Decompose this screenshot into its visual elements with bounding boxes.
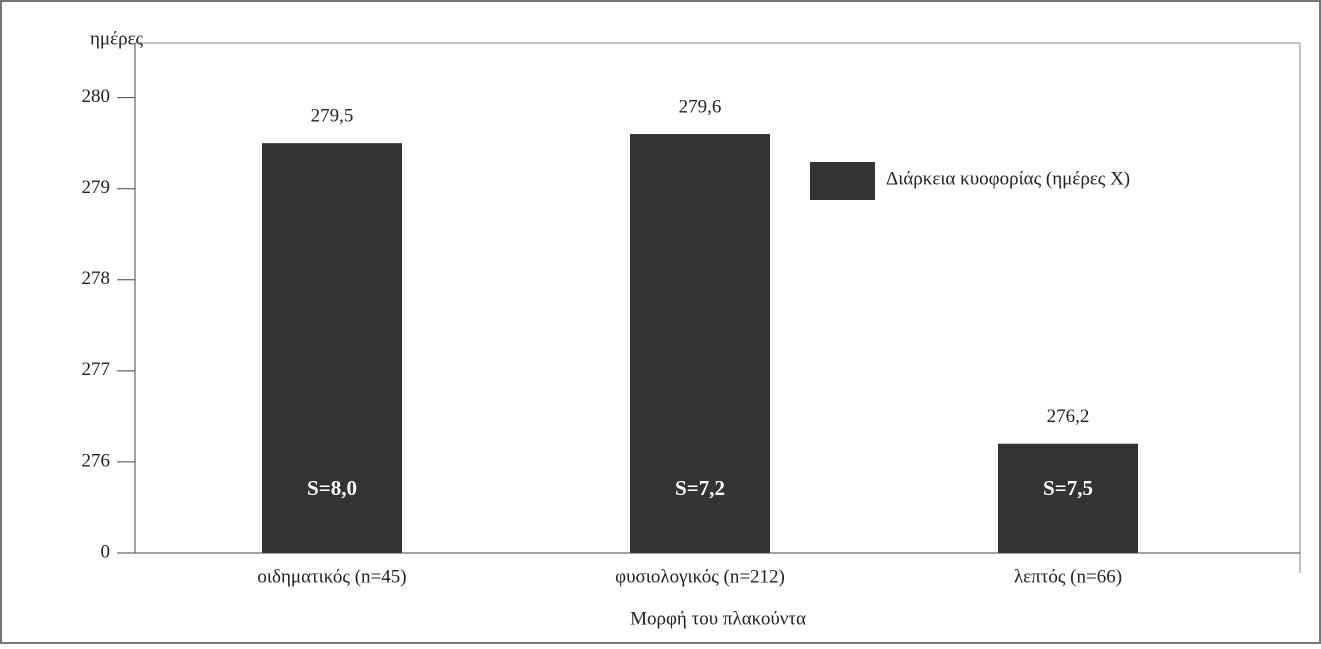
annotation: S=7,5 <box>1043 476 1093 500</box>
bar <box>262 143 402 553</box>
bar <box>630 134 770 554</box>
x-tick-label: οιδηματικός (n=45) <box>257 566 406 587</box>
x-tick-label: λεπτός (n=66) <box>1014 566 1122 587</box>
y-tick-label: 0 <box>101 541 111 562</box>
value-label: 279,6 <box>679 96 722 117</box>
x-tick-label: φυσιολογικός (n=212) <box>615 566 785 587</box>
value-label: 279,5 <box>311 106 354 127</box>
annotation: S=8,0 <box>307 476 357 500</box>
y-tick-label: 276 <box>82 450 111 471</box>
y-tick-label: 277 <box>82 359 111 380</box>
bar <box>998 443 1138 553</box>
legend-swatch <box>810 162 875 200</box>
value-label: 276,2 <box>1047 406 1090 427</box>
x-axis-label: Μορφή του πλακούντα <box>630 608 806 629</box>
y-tick-label: 278 <box>82 268 111 289</box>
y-axis-label: ημέρες <box>90 28 144 49</box>
y-tick-label: 279 <box>82 177 111 198</box>
annotation: S=7,2 <box>675 476 725 500</box>
y-tick-label: 280 <box>82 86 111 107</box>
legend-label: Διάρκεια κυοφορίας (ημέρες X) <box>886 168 1130 189</box>
